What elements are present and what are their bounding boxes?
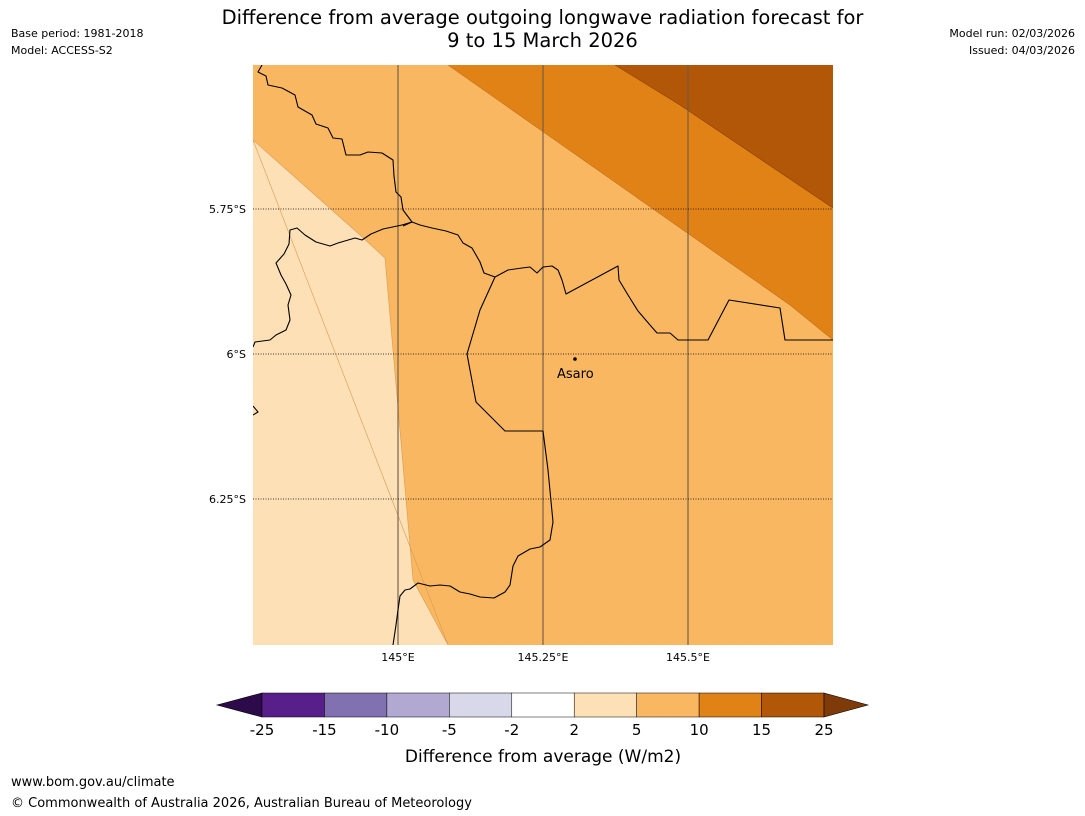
model-text: Model: ACCESS-S2: [11, 44, 113, 57]
map-title: Difference from average outgoing longwav…: [150, 6, 935, 52]
colorbar-tick-label: 5: [632, 721, 642, 739]
header-left: Base period: 1981-2018 Model: ACCESS-S2: [11, 25, 143, 59]
base-period-text: Base period: 1981-2018: [11, 27, 144, 40]
colorbar-swatch: [324, 692, 388, 718]
colorbar-swatch: [449, 692, 513, 718]
colorbar-swatch: [573, 692, 637, 718]
map-svg: Asaro 5.75°S 6°S 6.25°S 145°E 145.25°E 1…: [209, 65, 833, 664]
colorbar-swatch: [698, 692, 762, 718]
latitude-labels: 5.75°S 6°S 6.25°S: [209, 203, 246, 506]
colorbar-tick-label: -2: [504, 721, 519, 739]
lat-label-6-25s: 6.25°S: [209, 493, 246, 506]
colorbar-segments: [261, 692, 825, 718]
title-line-2: 9 to 15 March 2026: [447, 29, 638, 52]
lon-label-145-25e: 145.25°E: [518, 651, 569, 664]
colorbar-tick-labels: -25 -15 -10 -5 -2 2 5 10 15 25: [250, 721, 834, 739]
anomaly-band-15-25: [615, 65, 833, 208]
longitude-labels: 145°E 145.25°E 145.5°E: [381, 651, 710, 664]
colorbar-swatch: [261, 692, 325, 718]
colorbar-title: Difference from average (W/m2): [405, 747, 681, 767]
title-line-1: Difference from average outgoing longwav…: [221, 6, 864, 29]
colorbar-tick-label: 15: [752, 721, 771, 739]
colorbar-tick-label: 2: [569, 721, 579, 739]
map-plot-area: [253, 65, 833, 645]
footer-copyright: © Commonwealth of Australia 2026, Austra…: [11, 796, 472, 811]
colorbar-under-arrow: [215, 692, 263, 718]
colorbar-tick-label: 10: [690, 721, 709, 739]
colorbar-over-arrow: [823, 692, 870, 718]
longitude-gridlines: [397, 65, 689, 645]
colorbar-swatch: [636, 692, 700, 718]
footer-url[interactable]: www.bom.gov.au/climate: [11, 775, 175, 790]
lat-label-6s: 6°S: [227, 348, 246, 361]
asaro-marker: [573, 357, 577, 361]
colorbar-tick-label: -15: [312, 721, 337, 739]
lon-label-145-5e: 145.5°E: [666, 651, 710, 664]
colorbar-swatch: [761, 692, 825, 718]
lat-label-5-75s: 5.75°S: [209, 203, 246, 216]
colorbar-tick-label: -10: [375, 721, 400, 739]
province-boundaries: [253, 65, 833, 645]
colorbar-swatch: [511, 692, 575, 718]
colorbar-tick-label: -25: [250, 721, 275, 739]
colorbar-tick-label: -5: [442, 721, 457, 739]
header-right: Model run: 02/03/2026 Issued: 04/03/2026: [949, 25, 1075, 59]
lon-label-145e: 145°E: [381, 651, 414, 664]
colorbar-swatch: [386, 692, 450, 718]
model-run-text: Model run: 02/03/2026: [949, 27, 1075, 40]
issued-text: Issued: 04/03/2026: [968, 44, 1075, 57]
colorbar-tick-label: 25: [814, 721, 833, 739]
colorbar: -25 -15 -10 -5 -2 2 5 10 15 25 Difference from av…: [215, 692, 870, 767]
asaro-label: Asaro: [557, 367, 594, 382]
latitude-gridlines: [253, 208, 833, 500]
